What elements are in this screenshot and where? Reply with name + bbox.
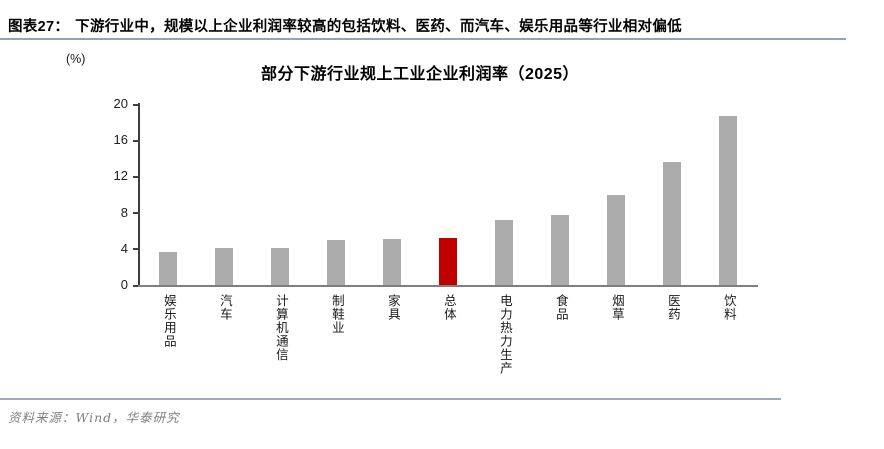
x-category-label: 制鞋业 <box>329 294 344 335</box>
figure-caption: 图表27： 下游行业中，规模以上企业利润率较高的包括饮料、医药、而汽车、娱乐用品等… <box>8 15 868 36</box>
x-label-slot: 汽车 <box>196 294 252 375</box>
source-note: 资料来源：Wind，华泰研究 <box>8 410 180 425</box>
bar <box>663 161 681 285</box>
y-tick-label: 16 <box>113 132 128 148</box>
x-category-label: 总体 <box>441 294 456 321</box>
bar <box>495 219 513 285</box>
bar <box>383 238 401 285</box>
bar-slot <box>588 104 644 285</box>
x-label-slot: 饮料 <box>700 294 756 375</box>
bar-slot <box>532 104 588 285</box>
bar-highlight <box>439 237 457 285</box>
x-label-slot: 计算机通信 <box>252 294 308 375</box>
x-category-label: 娱乐用品 <box>161 294 176 348</box>
x-label-slot: 医药 <box>644 294 700 375</box>
y-tick-mark <box>133 139 138 142</box>
bar-slot <box>308 104 364 285</box>
x-category-label: 家具 <box>385 294 400 321</box>
y-tick-mark <box>133 175 138 178</box>
x-category-label: 医药 <box>665 294 680 321</box>
y-axis-line <box>138 103 140 286</box>
bar <box>159 251 177 285</box>
y-tick-label: 12 <box>113 168 128 184</box>
x-category-label: 烟草 <box>609 294 624 321</box>
x-axis-line <box>138 285 758 287</box>
bar-slot <box>252 104 308 285</box>
x-label-slot: 娱乐用品 <box>140 294 196 375</box>
y-tick-mark <box>133 212 138 215</box>
bar-series <box>140 104 756 285</box>
y-tick-mark <box>133 284 138 287</box>
x-category-label: 汽车 <box>217 294 232 321</box>
x-label-slot: 总体 <box>420 294 476 375</box>
bar <box>271 247 289 285</box>
bar-slot <box>140 104 196 285</box>
bar-slot <box>476 104 532 285</box>
bar <box>551 215 569 285</box>
x-label-slot: 食品 <box>532 294 588 375</box>
footer-divider <box>0 398 781 400</box>
y-tick-label: 4 <box>120 240 128 256</box>
x-label-slot: 电力热力生产 <box>476 294 532 375</box>
y-tick-mark <box>133 248 138 251</box>
chart-title: 部分下游行业规上工业企业利润率（2025） <box>260 66 580 83</box>
x-axis-category-labels: 娱乐用品 汽车 计算机通信 制鞋业 家具 总体 电力热力生产 食品 烟草 医药 饮料 <box>140 294 756 375</box>
header-divider <box>0 38 846 40</box>
x-category-label: 食品 <box>553 294 568 321</box>
bar-slot <box>420 104 476 285</box>
bar <box>215 247 233 285</box>
bar <box>607 194 625 285</box>
x-label-slot: 烟草 <box>588 294 644 375</box>
bar-slot <box>364 104 420 285</box>
y-tick-label: 0 <box>120 277 128 292</box>
bar-slot <box>196 104 252 285</box>
x-category-label: 电力热力生产 <box>497 294 512 375</box>
figure-caption-text: 下游行业中，规模以上企业利润率较高的包括饮料、医药、而汽车、娱乐用品等行业相对偏… <box>75 19 682 35</box>
x-label-slot: 制鞋业 <box>308 294 364 375</box>
bar <box>719 115 737 285</box>
bar-slot <box>700 104 756 285</box>
figure-number-label: 图表27： <box>8 19 70 35</box>
x-category-label: 饮料 <box>721 294 736 321</box>
x-category-label: 计算机通信 <box>273 294 288 362</box>
y-tick-label: 8 <box>120 204 128 220</box>
y-tick-mark <box>133 103 138 106</box>
bar <box>327 239 345 285</box>
y-tick-label: 20 <box>113 96 128 111</box>
x-label-slot: 家具 <box>364 294 420 375</box>
bar-slot <box>644 104 700 285</box>
y-axis-unit-label: (%) <box>66 52 86 66</box>
